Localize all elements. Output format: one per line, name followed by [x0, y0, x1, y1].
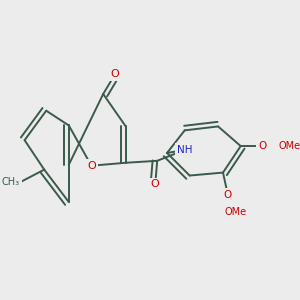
Text: O: O: [258, 141, 266, 151]
Text: OMe: OMe: [225, 207, 247, 217]
Text: O: O: [87, 161, 96, 171]
Text: OMe: OMe: [278, 141, 300, 151]
Text: O: O: [111, 69, 119, 80]
Text: O: O: [224, 190, 232, 200]
Text: NH: NH: [177, 145, 192, 155]
Text: CH₃: CH₃: [2, 177, 20, 188]
Text: O: O: [151, 179, 160, 189]
